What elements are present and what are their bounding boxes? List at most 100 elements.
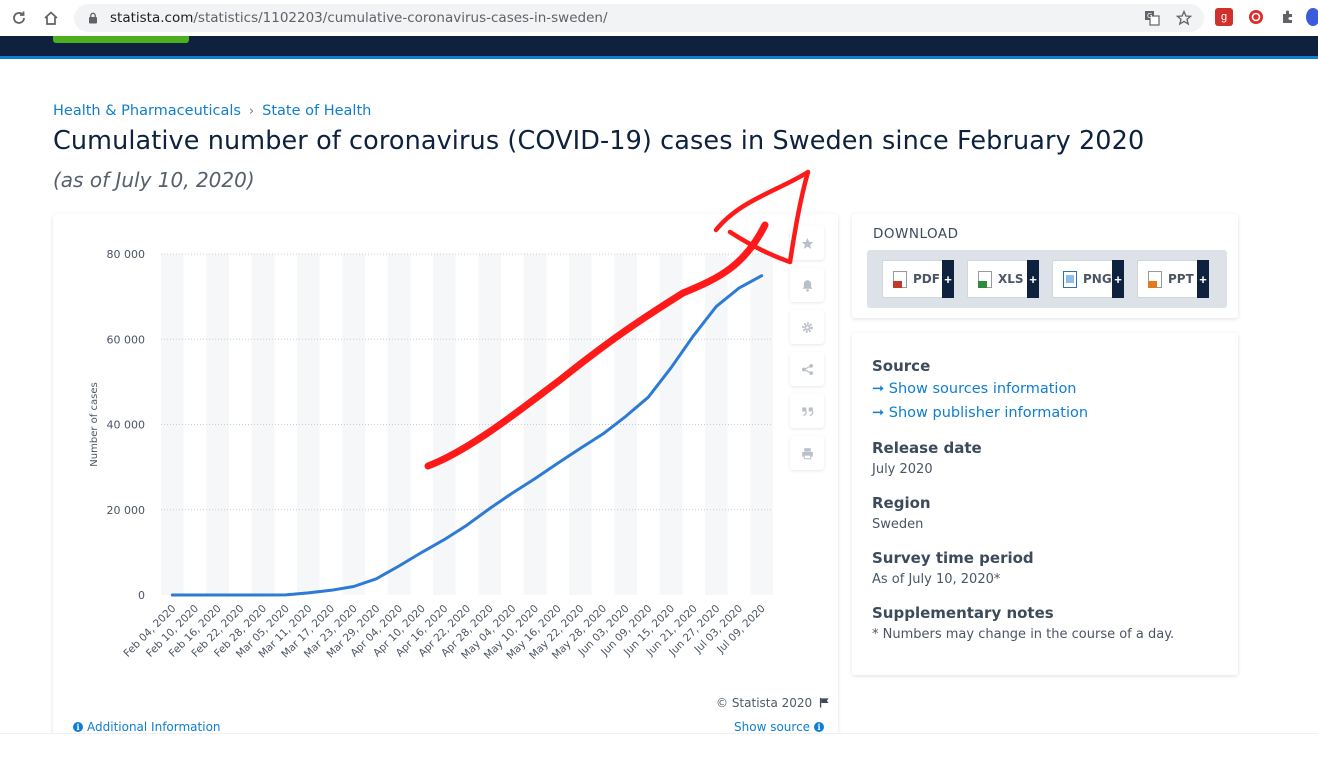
pdf-label: PDF bbox=[913, 272, 940, 286]
source-heading: Source bbox=[872, 357, 931, 375]
line-chart: 0 20 000 40 000 60 000 80 000 Number of cases… bbox=[89, 248, 773, 662]
download-buttons: PDF + XLS + PNG + PPT + bbox=[867, 250, 1227, 308]
breadcrumb-separator: › bbox=[248, 103, 255, 119]
show-sources-label: Show sources information bbox=[888, 381, 1077, 397]
statistic-details-card: Source ➞ Show sources information ➞ Show… bbox=[852, 333, 1238, 675]
browser-toolbar: statista.com/statistics/1102203/cumulati… bbox=[0, 0, 1318, 36]
data-point bbox=[488, 507, 491, 510]
survey-period-heading: Survey time period bbox=[872, 549, 1034, 567]
address-bar[interactable]: statista.com/statistics/1102203/cumulati… bbox=[74, 4, 1204, 32]
data-point bbox=[715, 305, 718, 308]
xls-label: XLS bbox=[998, 272, 1024, 286]
ppt-file-icon bbox=[1148, 270, 1162, 288]
data-point bbox=[443, 538, 446, 541]
pdf-plus-icon[interactable]: + bbox=[942, 260, 954, 298]
download-png-button[interactable]: PNG + bbox=[1052, 260, 1124, 298]
svg-text:G: G bbox=[1147, 12, 1152, 20]
data-point bbox=[216, 593, 219, 596]
region-heading: Region bbox=[872, 494, 931, 512]
png-label: PNG bbox=[1083, 272, 1112, 286]
y-tick-label: 0 bbox=[138, 589, 145, 602]
show-source-label: Show source bbox=[734, 720, 811, 734]
page-bottom-strip bbox=[0, 733, 1318, 760]
extension-circle-icon[interactable] bbox=[1247, 8, 1265, 26]
data-point bbox=[624, 415, 627, 418]
survey-period-value: As of July 10, 2020* bbox=[872, 572, 1001, 587]
show-publisher-label: Show publisher information bbox=[888, 405, 1089, 421]
download-pdf-button[interactable]: PDF + bbox=[882, 260, 954, 298]
additional-information-label: Additional Information bbox=[87, 720, 221, 734]
data-point bbox=[307, 591, 310, 594]
site-header bbox=[0, 36, 1318, 59]
supplementary-notes-value: * Numbers may change in the course of a … bbox=[872, 627, 1175, 642]
profile-avatar[interactable] bbox=[1306, 8, 1318, 26]
region-value: Sweden bbox=[872, 517, 924, 532]
data-point bbox=[602, 432, 605, 435]
favorite-star-icon[interactable] bbox=[790, 226, 824, 260]
extension-g-icon[interactable]: g bbox=[1215, 8, 1233, 26]
chart-copyright: © Statista 2020 bbox=[716, 696, 830, 710]
info-icon: i bbox=[73, 722, 83, 732]
breadcrumb-link-health[interactable]: Health & Pharmaceuticals bbox=[53, 103, 241, 119]
xls-plus-icon[interactable]: + bbox=[1027, 260, 1039, 298]
share-icon[interactable] bbox=[790, 352, 824, 386]
data-point bbox=[534, 477, 537, 480]
data-point bbox=[330, 589, 333, 592]
data-point bbox=[647, 396, 650, 399]
y-tick-label: 40 000 bbox=[107, 419, 146, 432]
data-point bbox=[760, 274, 763, 277]
info-icon: i bbox=[814, 722, 825, 732]
extension-icon[interactable] bbox=[1279, 8, 1297, 26]
data-point bbox=[171, 593, 174, 596]
chart-card: 0 20 000 40 000 60 000 80 000 Number of cases… bbox=[53, 214, 838, 744]
home-icon[interactable] bbox=[40, 7, 62, 29]
supplementary-notes-heading: Supplementary notes bbox=[872, 604, 1054, 622]
download-heading: DOWNLOAD bbox=[873, 226, 959, 242]
data-point bbox=[239, 593, 242, 596]
additional-information-link[interactable]: i Additional Information bbox=[73, 720, 221, 734]
breadcrumb: Health & Pharmaceuticals › State of Heal… bbox=[53, 103, 371, 119]
star-icon[interactable] bbox=[1174, 8, 1194, 28]
chart-band bbox=[161, 254, 184, 595]
y-tick-label: 60 000 bbox=[107, 333, 146, 346]
header-divider bbox=[0, 56, 1318, 59]
data-point bbox=[352, 585, 355, 588]
copyright-text: © Statista 2020 bbox=[716, 696, 813, 710]
data-point bbox=[420, 551, 423, 554]
print-icon[interactable] bbox=[790, 436, 824, 470]
data-point bbox=[579, 447, 582, 450]
ppt-plus-icon[interactable]: + bbox=[1197, 260, 1209, 298]
download-ppt-button[interactable]: PPT + bbox=[1137, 260, 1209, 298]
data-point bbox=[375, 577, 378, 580]
breadcrumb-link-state-of-health[interactable]: State of Health bbox=[262, 103, 372, 119]
chart-tools bbox=[790, 226, 826, 478]
show-source-link[interactable]: Show source i bbox=[734, 720, 825, 734]
ppt-label: PPT bbox=[1168, 272, 1194, 286]
data-point bbox=[692, 334, 695, 337]
download-card: DOWNLOAD PDF + XLS + PNG + PPT + bbox=[852, 214, 1238, 318]
reload-icon[interactable] bbox=[8, 7, 30, 29]
arrow-right-icon: ➞ bbox=[872, 381, 885, 397]
y-axis-label: Number of cases bbox=[89, 382, 100, 466]
download-xls-button[interactable]: XLS + bbox=[967, 260, 1039, 298]
data-point bbox=[511, 492, 514, 495]
gear-icon[interactable] bbox=[790, 310, 824, 344]
pdf-file-icon bbox=[893, 270, 907, 288]
flag-icon[interactable] bbox=[819, 697, 830, 708]
bell-icon[interactable] bbox=[790, 268, 824, 302]
lock-icon bbox=[89, 12, 97, 24]
show-sources-link[interactable]: ➞ Show sources information bbox=[872, 381, 1077, 397]
y-tick-label: 80 000 bbox=[107, 248, 146, 261]
png-plus-icon[interactable]: + bbox=[1112, 260, 1124, 298]
quote-icon[interactable] bbox=[790, 394, 824, 428]
show-publisher-link[interactable]: ➞ Show publisher information bbox=[872, 405, 1088, 421]
data-point bbox=[556, 462, 559, 465]
data-point bbox=[284, 593, 287, 596]
data-point bbox=[398, 565, 401, 568]
header-green-button[interactable] bbox=[53, 36, 189, 43]
y-tick-label: 20 000 bbox=[107, 504, 146, 517]
arrow-right-icon: ➞ bbox=[872, 405, 885, 421]
url-text[interactable]: statista.com/statistics/1102203/cumulati… bbox=[110, 10, 608, 26]
xls-file-icon bbox=[978, 270, 992, 288]
translate-icon[interactable]: G bbox=[1142, 8, 1162, 28]
